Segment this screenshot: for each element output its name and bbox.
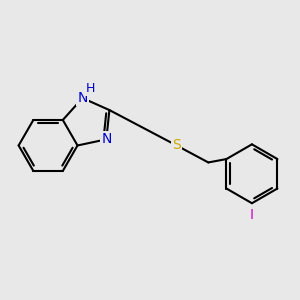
Text: I: I	[250, 208, 254, 222]
Text: S: S	[172, 139, 181, 152]
Text: N: N	[77, 91, 88, 105]
Text: N: N	[101, 132, 112, 146]
Text: H: H	[86, 82, 95, 95]
